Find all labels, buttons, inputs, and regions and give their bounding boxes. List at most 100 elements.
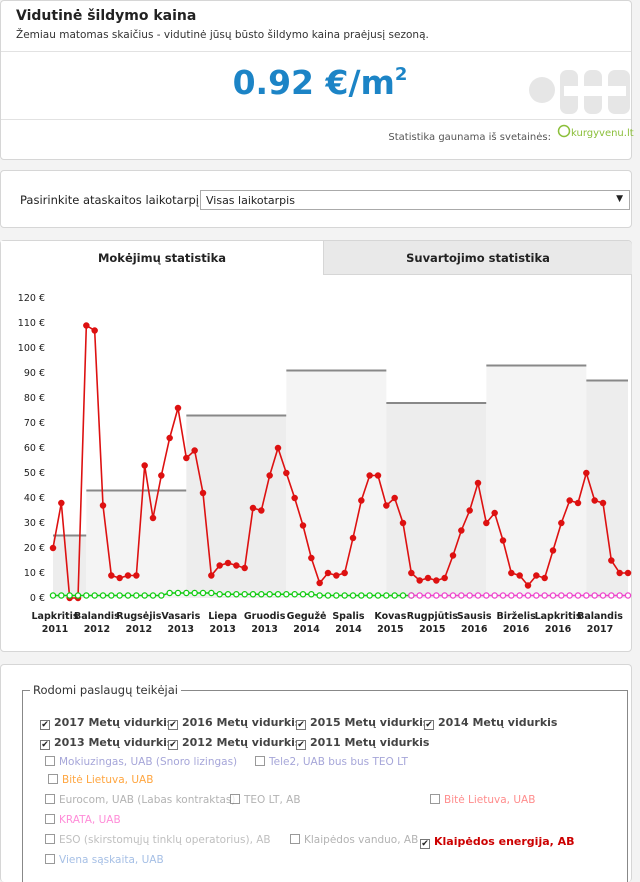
data-point — [158, 592, 165, 599]
average-checkbox[interactable]: ✔ 2016 Metų vidurkis — [168, 716, 302, 730]
checkbox-label: 2011 Metų vidurkis — [310, 736, 430, 749]
provider-checkbox-active[interactable]: ✔ Klaipėdos energija, AB — [420, 835, 575, 849]
data-point — [458, 592, 465, 599]
provider-checkbox[interactable]: ESO (skirstomųjų tinklų operatorius), AB — [45, 833, 271, 846]
average-checkbox[interactable]: ✔ 2011 Metų vidurkis — [296, 736, 430, 750]
data-point — [549, 592, 557, 599]
data-point — [108, 592, 115, 599]
data-point — [141, 592, 148, 599]
data-point — [258, 507, 265, 514]
data-point — [499, 592, 507, 599]
data-point — [258, 590, 265, 598]
period-select[interactable]: Visas laikotarpis ▼ — [200, 190, 630, 210]
data-point — [349, 534, 357, 542]
data-point — [333, 592, 340, 599]
average-checkbox[interactable]: ✔ 2014 Metų vidurkis — [424, 716, 557, 730]
data-point — [566, 497, 573, 504]
x-tick-label: 2016 — [503, 624, 530, 635]
provider-checkbox[interactable]: Eurocom, UAB (Labas kontraktas) — [45, 793, 235, 806]
data-point — [583, 469, 590, 477]
checkbox-checked-icon: ✔ — [424, 720, 434, 730]
data-point — [183, 454, 190, 462]
average-checkbox[interactable]: ✔ 2013 Metų vidurkis — [40, 736, 173, 750]
data-point — [191, 447, 198, 454]
data-point — [483, 519, 490, 527]
average-checkbox[interactable]: ✔ 2017 Metų vidurkis — [40, 716, 173, 730]
data-point — [299, 522, 307, 529]
data-point — [333, 572, 340, 579]
checkbox-checked-icon: ✔ — [296, 720, 306, 730]
provider-checkbox[interactable]: Klaipėdos vanduo, AB — [290, 833, 418, 846]
divider — [1, 119, 631, 120]
x-tick-label: 2012 — [126, 624, 152, 635]
provider-checkbox[interactable]: Mokiuzingas, UAB (Snoro lizingas) — [45, 755, 237, 768]
data-point — [341, 569, 348, 577]
data-point — [216, 590, 223, 598]
checkbox-label: 2015 Metų vidurkis — [310, 716, 430, 729]
provider-checkbox[interactable]: TEO LT, AB — [230, 793, 301, 806]
data-point — [508, 592, 515, 599]
x-tick-label: 2013 — [209, 624, 235, 635]
data-point — [599, 499, 607, 507]
provider-label: Bitė Lietuva, UAB — [62, 774, 154, 786]
data-point — [224, 559, 232, 567]
checkbox-icon — [430, 794, 440, 804]
x-tick-label: Rugsėjis — [116, 611, 161, 622]
data-point — [249, 590, 257, 598]
data-point — [458, 527, 465, 534]
y-tick-label: 90 € — [24, 368, 45, 379]
data-point — [66, 592, 73, 599]
provider-checkbox[interactable]: Bitė Lietuva, UAB — [430, 793, 535, 806]
data-point — [316, 579, 323, 587]
x-tick-label: Birželis — [496, 611, 536, 622]
data-point — [383, 592, 390, 599]
x-tick-label: Vasaris — [161, 611, 200, 622]
provider-label: Viena sąskaita, UAB — [59, 854, 164, 866]
tab-payment-statistics[interactable]: Mokėjimų statistika — [1, 241, 324, 275]
data-point — [149, 592, 157, 599]
data-point — [524, 592, 532, 599]
data-point — [158, 472, 165, 479]
providers-fieldset — [22, 690, 628, 882]
data-point — [424, 574, 432, 582]
data-point — [224, 590, 232, 598]
data-point — [358, 497, 365, 504]
average-checkbox[interactable]: ✔ 2015 Metų vidurkis — [296, 716, 430, 730]
provider-checkbox[interactable]: KRATA, UAB — [45, 813, 121, 826]
provider-checkbox[interactable]: Tele2, UAB bus bus TEO LT — [255, 755, 408, 768]
data-point — [433, 592, 440, 599]
data-point — [533, 592, 540, 599]
provider-checkbox[interactable]: Bitė Lietuva, UAB — [48, 773, 153, 786]
kurgyvenu-logo[interactable]: kurgyvenu.lt — [557, 124, 634, 139]
data-point — [524, 582, 532, 589]
x-tick-label: Balandis — [74, 611, 120, 622]
y-tick-label: 0 € — [30, 593, 45, 604]
data-point — [399, 592, 407, 599]
data-point — [291, 590, 298, 598]
yearly-average-area — [53, 535, 87, 598]
data-point — [149, 514, 157, 522]
yearly-average-area — [586, 380, 628, 598]
data-point — [424, 592, 432, 599]
data-point — [208, 589, 215, 597]
x-tick-label: Gruodis — [244, 611, 286, 622]
checkbox-checked-icon: ✔ — [296, 740, 306, 750]
x-tick-label: 2013 — [168, 624, 194, 635]
data-point — [133, 572, 140, 579]
data-point — [574, 592, 582, 599]
checkbox-icon — [45, 814, 55, 824]
data-point — [124, 572, 132, 579]
checkbox-checked-icon: ✔ — [40, 720, 50, 730]
yearly-average-area — [286, 370, 387, 598]
data-point — [391, 494, 398, 502]
data-point — [274, 444, 282, 452]
average-checkbox[interactable]: ✔ 2012 Metų vidurkis — [168, 736, 301, 750]
checkbox-label: 2016 Metų vidurkis — [182, 716, 302, 729]
provider-checkbox[interactable]: Viena sąskaita, UAB — [45, 853, 164, 866]
x-tick-label: 2016 — [545, 624, 572, 635]
tab-consumption-statistics[interactable]: Suvartojimo statistika — [324, 241, 632, 275]
x-tick-label: 2013 — [251, 624, 277, 635]
data-point — [241, 590, 248, 598]
x-tick-label: Rugpjūtis — [407, 611, 458, 622]
data-point — [316, 592, 323, 599]
